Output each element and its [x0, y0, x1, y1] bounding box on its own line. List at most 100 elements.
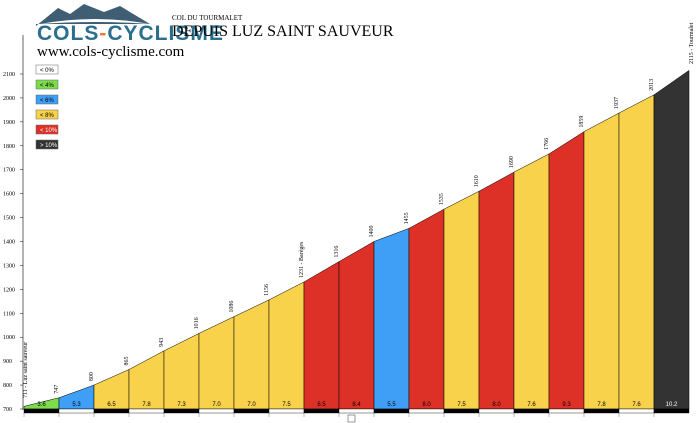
km-bar-cell — [198, 408, 235, 414]
altitude-label: 1156 — [264, 284, 270, 296]
km-bar-cell — [583, 408, 620, 414]
altitude-label: 1316 — [334, 246, 340, 258]
legend-label: > 10% — [40, 143, 58, 149]
segment-km-7 — [233, 299, 270, 410]
scroll-square — [347, 414, 356, 423]
logo: COLS-CYCLISME — [36, 4, 224, 45]
grade-label: 3.6 — [37, 402, 46, 408]
y-tick-label: 2000 — [3, 96, 15, 102]
km-bar-cell — [128, 408, 165, 414]
km-bar-cell — [93, 408, 130, 414]
altitude-label: 747 — [54, 385, 60, 394]
km-bar-cell — [513, 408, 550, 414]
y-tick-label: 1900 — [3, 120, 15, 126]
km-bar-cell — [408, 408, 445, 414]
grade-label: 7.3 — [177, 402, 186, 408]
summit-label: 2115 - Tourmalet — [689, 22, 695, 64]
segment-km-6 — [198, 316, 235, 410]
altitude-label: 800 — [89, 372, 95, 381]
start-label: 711 - Luz saint sauveur — [23, 342, 29, 398]
km-bar-cell — [338, 408, 375, 414]
km-bar-cell — [233, 408, 270, 414]
segment-km-4 — [128, 350, 165, 410]
km-bar-cell — [58, 408, 95, 414]
segment-km-16 — [548, 131, 585, 410]
y-tick-label: 1500 — [3, 216, 15, 222]
legend-swatch-lt4 — [35, 79, 59, 90]
legend-label: < 0% — [40, 68, 55, 74]
altitude-label: 1400 — [369, 226, 375, 238]
grade-label: 7.0 — [212, 402, 221, 408]
grade-label: 7.0 — [247, 402, 256, 408]
website-url: www.cols-cyclisme.com — [37, 44, 185, 60]
legend-swatch-lt6 — [35, 94, 59, 105]
segment-km-9 — [303, 261, 340, 410]
segment-km-11 — [373, 227, 410, 410]
logo-text-cols: COLS — [37, 22, 99, 45]
y-tick-label: 1400 — [3, 240, 15, 246]
segment-km-12 — [408, 208, 445, 410]
y-tick-label: 900 — [3, 359, 12, 365]
altitude-label: 1937 — [614, 97, 620, 109]
y-axis: 700 800 900 1000 1100 1200 1300 1400 1500 1600 170… — [3, 35, 24, 413]
km-bar — [23, 408, 690, 417]
km-bar-cell — [653, 408, 690, 414]
grade-label: 5.3 — [72, 402, 81, 408]
svg-text:COLS-CYCLISME: COLS-CYCLISME — [37, 22, 224, 45]
legend-label: < 6% — [40, 98, 55, 104]
altitude-label: 865 — [124, 357, 130, 366]
grade-label: 7.5 — [282, 402, 291, 408]
y-tick-label: 1700 — [3, 168, 15, 174]
legend-label: < 8% — [40, 113, 55, 119]
altitude-label: 1231 - Barèges — [299, 241, 305, 278]
altitude-label: 1455 — [404, 212, 410, 224]
grade-label: 7.5 — [457, 402, 466, 408]
km-bar-cell — [23, 408, 60, 414]
y-tick-label: 800 — [3, 383, 12, 389]
legend-swatch-lt8 — [35, 109, 59, 120]
logo-text-dash: - — [99, 22, 107, 45]
y-tick-label: 1300 — [3, 263, 15, 269]
segment-km-15 — [513, 153, 550, 410]
km-bar-cell — [163, 408, 200, 414]
legend: < 0% < 4% < 6% < 8% < 10% > 10% — [35, 64, 59, 150]
legend-swatch-lt0 — [35, 64, 59, 75]
grade-labels: 3.6 5.3 6.5 7.8 7.3 7.0 7.0 7.5 8.5 8.4 5.5 8.0 7.5 8… — [37, 402, 678, 408]
segment-km-8 — [268, 281, 305, 410]
km-bar-cell — [548, 408, 585, 414]
altitude-label: 1610 — [474, 175, 480, 187]
segment-km-17 — [583, 112, 620, 410]
logo-text-cyclisme: CYCLISME — [107, 22, 224, 45]
legend-label: < 4% — [40, 83, 55, 89]
grade-label: 7.6 — [632, 402, 641, 408]
segment-km-18 — [618, 94, 655, 410]
grade-label: 7.6 — [527, 402, 536, 408]
grade-label: 9.3 — [562, 402, 571, 408]
y-tick-label: 1000 — [3, 335, 15, 341]
y-tick-label: 1600 — [3, 192, 15, 198]
y-tick-label: 700 — [3, 407, 12, 413]
chart-subtitle: COL DU TOURMALET — [172, 14, 243, 22]
segment-km-5 — [163, 332, 200, 410]
altitude-label: 943 — [159, 338, 165, 347]
grade-label: 7.8 — [597, 402, 606, 408]
grade-label: 8.4 — [352, 402, 361, 408]
grade-label: 10.2 — [666, 402, 678, 408]
segment-km-10 — [338, 241, 375, 410]
profile-segments — [23, 69, 690, 410]
altitude-label: 1766 — [544, 138, 550, 150]
legend-swatch-gt10 — [35, 139, 59, 150]
segment-km-19 — [653, 69, 690, 410]
grade-label: 8.0 — [422, 402, 431, 408]
altitude-label: 1859 — [579, 116, 585, 128]
segment-km-14 — [478, 171, 515, 410]
km-bar-cell — [303, 408, 340, 414]
legend-label: < 10% — [40, 128, 58, 134]
km-bar-cell — [618, 408, 655, 414]
legend-swatch-lt10 — [35, 124, 59, 135]
km-bar-cell — [443, 408, 480, 414]
grade-label: 7.8 — [142, 402, 151, 408]
altitude-label: 1690 — [509, 156, 515, 168]
altitude-label: 1016 — [194, 317, 200, 329]
